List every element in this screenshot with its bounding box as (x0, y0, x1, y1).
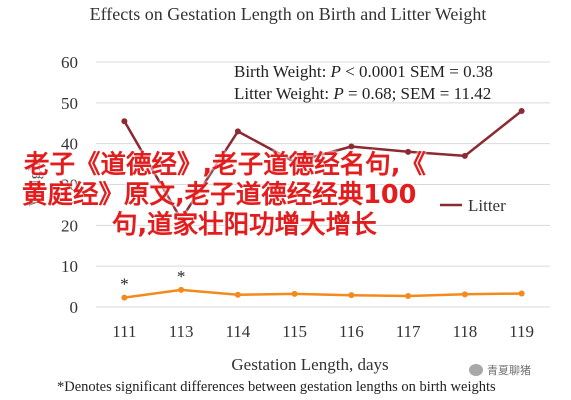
gridlines (96, 61, 550, 308)
x-tick-label: 116 (339, 322, 364, 341)
x-tick-label: 114 (225, 322, 250, 341)
y-tick-label: 0 (70, 298, 79, 317)
data-point (121, 118, 128, 125)
annotation-part: P (332, 84, 343, 103)
footnote: *Denotes significant differences between… (57, 379, 496, 395)
data-point (405, 292, 412, 299)
chart-title: Effects on Gestation Length on Birth and… (90, 4, 487, 24)
watermark: 青夏聊猪 (469, 362, 531, 378)
annotation-part: P (330, 62, 341, 81)
x-tick-label: 119 (509, 322, 534, 341)
data-point (121, 294, 128, 301)
x-tick-label: 117 (396, 322, 421, 341)
data-point (178, 286, 185, 293)
x-axis: 111 113 114 115 116 117 118 119 (112, 322, 534, 341)
annotation-part: Litter Weight: (234, 84, 333, 103)
x-axis-label: Gestation Length, days (231, 355, 388, 374)
legend: Litter (440, 196, 506, 215)
plot-area (121, 108, 525, 301)
legend-label: Litter (468, 196, 506, 215)
y-tick-label: 30 (61, 176, 78, 195)
data-point (234, 128, 241, 135)
data-point (405, 148, 412, 155)
data-point (291, 159, 298, 166)
x-tick-label: 115 (282, 322, 307, 341)
data-point (461, 291, 468, 298)
data-point (178, 216, 185, 223)
y-tick-label: 60 (61, 53, 78, 72)
data-point (348, 143, 355, 150)
data-point (518, 108, 525, 114)
annotation-part: Birth Weight: (234, 62, 331, 81)
data-point (291, 290, 298, 297)
significance-star: * (120, 275, 129, 294)
significance-star: * (177, 267, 186, 286)
y-tick-label: 40 (61, 135, 78, 154)
data-point (518, 290, 525, 297)
annotation-line: Birth Weight: P < 0.0001 SEM = 0.38 (234, 62, 493, 81)
annotation-part: < 0.0001 SEM = 0.38 (341, 62, 493, 81)
data-point (461, 152, 468, 159)
y-tick-label: 50 (61, 94, 78, 113)
y-tick-label: 10 (61, 257, 78, 276)
x-tick-label: 111 (112, 322, 136, 341)
wechat-icon (469, 364, 483, 376)
significance-markers: * * (120, 267, 185, 294)
x-tick-label: 113 (169, 322, 194, 341)
data-point (234, 291, 241, 298)
x-tick-label: 118 (452, 322, 477, 341)
data-point (348, 292, 355, 299)
y-axis: 0 10 20 30 40 50 60 (61, 53, 78, 317)
series-line (124, 288, 522, 299)
series-line (123, 110, 523, 221)
y-tick-label: 20 (61, 216, 78, 235)
watermark-text: 青夏聊猪 (487, 364, 531, 377)
annotation-part: = 0.68; SEM = 11.42 (344, 84, 491, 103)
annotation-line: Litter Weight: P = 0.68; SEM = 11.42 (234, 84, 491, 103)
stats-annotation: Birth Weight: P < 0.0001 SEM = 0.38 Litte… (234, 62, 493, 103)
y-axis-label: Weight (25, 157, 44, 206)
